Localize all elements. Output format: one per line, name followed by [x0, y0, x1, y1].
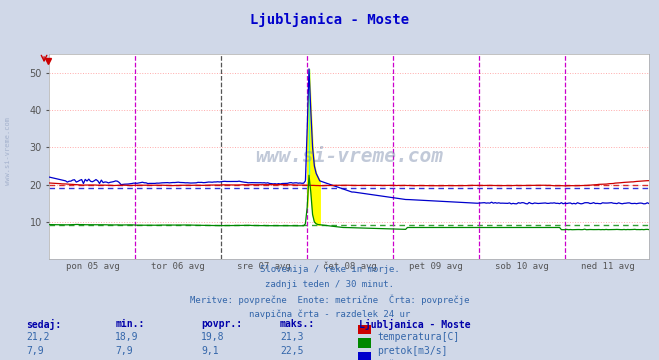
Text: navpična črta - razdelek 24 ur: navpična črta - razdelek 24 ur: [249, 310, 410, 319]
Text: 7,9: 7,9: [115, 346, 133, 356]
Text: zadnji teden / 30 minut.: zadnji teden / 30 minut.: [265, 280, 394, 289]
Text: sedaj:: sedaj:: [26, 319, 61, 330]
Text: 7,9: 7,9: [26, 346, 44, 356]
Text: Meritve: povprečne  Enote: metrične  Črta: povprečje: Meritve: povprečne Enote: metrične Črta:…: [190, 295, 469, 305]
Text: 21,3: 21,3: [280, 332, 304, 342]
Text: povpr.:: povpr.:: [201, 319, 242, 329]
Text: www.si-vreme.com: www.si-vreme.com: [255, 147, 444, 166]
Text: 18,9: 18,9: [115, 332, 139, 342]
Text: 9,1: 9,1: [201, 346, 219, 356]
Text: maks.:: maks.:: [280, 319, 315, 329]
Text: 22,5: 22,5: [280, 346, 304, 356]
Text: Ljubljanica - Moste: Ljubljanica - Moste: [359, 319, 471, 330]
Text: temperatura[C]: temperatura[C]: [378, 332, 460, 342]
Text: 21,2: 21,2: [26, 332, 50, 342]
Text: pretok[m3/s]: pretok[m3/s]: [378, 346, 448, 356]
Text: Ljubljanica - Moste: Ljubljanica - Moste: [250, 13, 409, 27]
Text: 19,8: 19,8: [201, 332, 225, 342]
Text: min.:: min.:: [115, 319, 145, 329]
Text: Slovenija / reke in morje.: Slovenija / reke in morje.: [260, 265, 399, 274]
Text: www.si-vreme.com: www.si-vreme.com: [5, 117, 11, 185]
